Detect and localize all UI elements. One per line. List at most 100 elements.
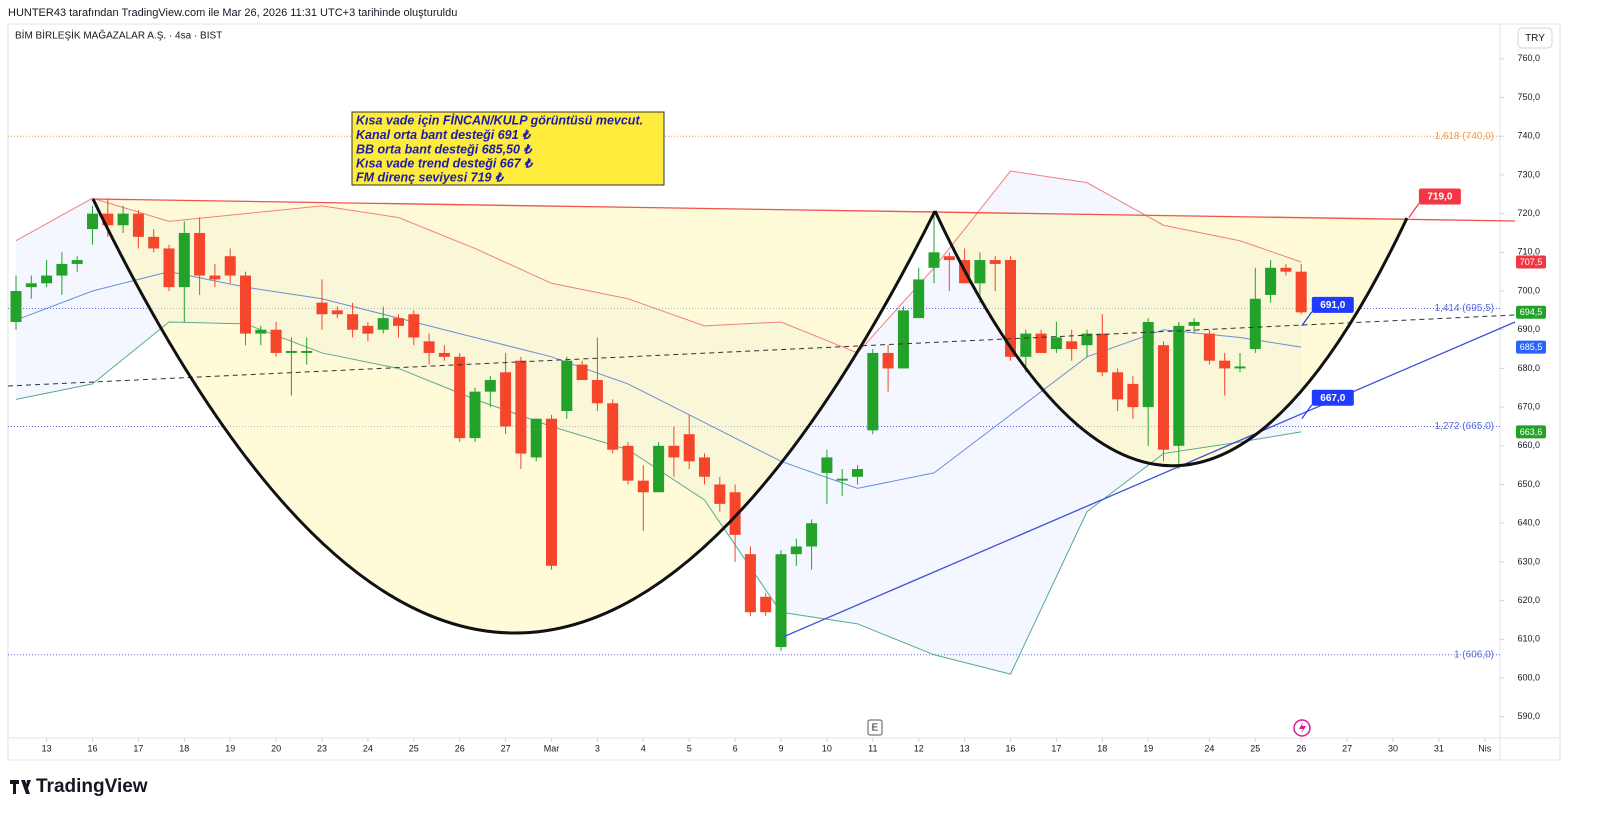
price-badge xyxy=(1516,255,1546,269)
candle-body xyxy=(790,546,802,555)
candle-body xyxy=(576,364,588,381)
candle-body xyxy=(178,232,190,288)
y-tick-label: 660,0 xyxy=(1517,440,1540,450)
candle-body xyxy=(25,283,37,288)
x-tick-label: 13 xyxy=(42,743,52,753)
candle-body xyxy=(10,291,22,322)
x-tick-label: 12 xyxy=(914,743,924,753)
candle-body xyxy=(546,418,557,566)
y-tick-label: 690,0 xyxy=(1517,324,1540,334)
note-line: Kısa vade trend desteği 667 ₺ xyxy=(356,156,534,170)
candle-body xyxy=(852,469,863,477)
callout-box xyxy=(1311,389,1354,406)
cup-curve xyxy=(91,198,937,635)
event-label[interactable]: E xyxy=(872,723,879,734)
candle-body xyxy=(331,310,343,315)
candle-body xyxy=(224,256,236,276)
x-tick-label: 6 xyxy=(733,743,738,753)
y-tick-label: 740,0 xyxy=(1517,131,1540,141)
candle-body xyxy=(867,352,879,431)
candle-body xyxy=(515,360,527,454)
candle-body xyxy=(607,403,619,450)
candle-body xyxy=(1050,337,1062,350)
y-tick-label: 630,0 xyxy=(1517,556,1540,566)
y-tick-label: 750,0 xyxy=(1517,92,1540,102)
note-line: FM direnç seviyesi 719 ₺ xyxy=(356,170,505,184)
candle-body xyxy=(1173,325,1185,446)
candle-body xyxy=(1265,267,1277,295)
candle-body xyxy=(1280,267,1292,272)
fib-label: 1,618 (740,0) xyxy=(1435,131,1495,142)
candle-body xyxy=(71,260,83,264)
candle-body xyxy=(316,302,328,315)
candle-body xyxy=(1203,333,1215,361)
band-line xyxy=(15,321,1302,675)
candle-body xyxy=(1142,321,1154,408)
y-tick-label: 680,0 xyxy=(1517,363,1540,373)
price-badge-label: 663,6 xyxy=(1520,427,1543,437)
candle-body xyxy=(1219,360,1231,369)
x-tick-label: 5 xyxy=(687,743,692,753)
y-tick-label: 590,0 xyxy=(1517,711,1540,721)
candle-body xyxy=(423,341,435,353)
candle-body xyxy=(622,445,634,481)
note-line: BB orta bant desteği 685,50 ₺ xyxy=(356,142,533,156)
x-tick-label: 27 xyxy=(1342,743,1352,753)
candle-body xyxy=(240,275,251,334)
x-tick-label: Mar xyxy=(544,743,560,753)
currency-button[interactable] xyxy=(1517,27,1553,49)
candle-body xyxy=(56,263,68,276)
candle-body xyxy=(928,252,940,268)
x-tick-label: 24 xyxy=(1204,743,1214,753)
candle-body xyxy=(683,434,695,462)
x-tick-label: 23 xyxy=(317,743,327,753)
y-tick-label: 760,0 xyxy=(1517,53,1540,63)
y-tick-label: 720,0 xyxy=(1517,208,1540,218)
candle-body xyxy=(438,352,450,357)
candle-body xyxy=(194,232,206,276)
candle-body xyxy=(989,260,1001,264)
y-tick-label: 700,0 xyxy=(1517,285,1540,295)
callout-pointer xyxy=(1301,311,1313,327)
candle-body xyxy=(806,523,818,547)
brand-logo xyxy=(10,780,31,794)
candle-body xyxy=(469,391,481,439)
candle-body xyxy=(484,380,496,392)
x-tick-label: 9 xyxy=(778,743,783,753)
candle-body xyxy=(285,351,297,353)
candle-body xyxy=(393,318,404,326)
candle-body xyxy=(1295,271,1307,313)
callout-box xyxy=(1418,188,1461,205)
symbol: BİM BİRLEŞİK MAĞAZALAR A.Ş. · 4sa · BIST xyxy=(15,29,222,42)
currency[interactable]: TRY xyxy=(1525,33,1545,44)
frame xyxy=(7,23,1561,761)
x-tick-label: 17 xyxy=(1051,743,1061,753)
price-badge-label: 685,5 xyxy=(1520,342,1543,352)
x-tick-label: 4 xyxy=(641,743,646,753)
x-tick-label: 18 xyxy=(1097,743,1107,753)
callout-pointer xyxy=(1301,404,1313,420)
y-tick-label: 600,0 xyxy=(1517,672,1540,682)
candle-body xyxy=(362,325,374,334)
candle-body xyxy=(897,310,909,369)
data-layer xyxy=(10,170,1307,675)
x-tick-label: 26 xyxy=(455,743,465,753)
candle-body xyxy=(714,484,726,504)
note-box xyxy=(351,111,665,186)
candle-body xyxy=(1020,333,1032,357)
candle-body xyxy=(530,418,542,458)
candle-body xyxy=(653,445,665,493)
event-icon[interactable] xyxy=(867,719,883,736)
x-tick-label: 20 xyxy=(271,743,281,753)
candle-body xyxy=(744,554,756,613)
candle-body xyxy=(148,236,160,249)
candle-body xyxy=(699,457,710,477)
y-tick-label: 710,0 xyxy=(1517,247,1540,257)
callout-pointer xyxy=(1408,203,1420,218)
fib-label: 1,272 (665,0) xyxy=(1435,421,1495,432)
candle-body xyxy=(882,352,894,369)
x-tick-label: 31 xyxy=(1434,743,1444,753)
fib-label: 1,414 (695,5) xyxy=(1435,303,1495,314)
